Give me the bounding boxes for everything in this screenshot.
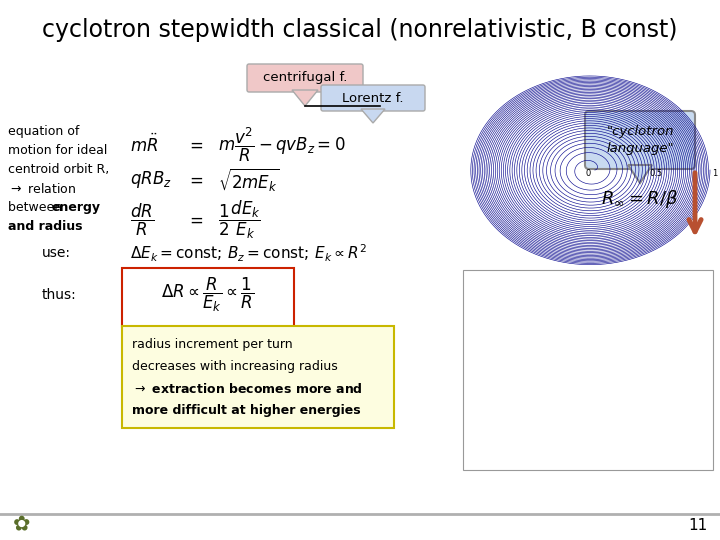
Text: thus:: thus:	[42, 288, 77, 302]
Text: "cyclotron
language": "cyclotron language"	[606, 125, 674, 155]
Text: $\rightarrow$ relation: $\rightarrow$ relation	[8, 182, 76, 196]
Text: equation of: equation of	[8, 125, 79, 138]
Polygon shape	[361, 109, 385, 123]
Text: decreases with increasing radius: decreases with increasing radius	[132, 360, 338, 373]
FancyBboxPatch shape	[585, 111, 695, 169]
Text: $qRB_z$: $qRB_z$	[130, 170, 172, 191]
Text: cyclotron stepwidth classical (nonrelativistic, B const): cyclotron stepwidth classical (nonrelati…	[42, 18, 678, 42]
Text: $\dfrac{dR}{R}$: $\dfrac{dR}{R}$	[130, 202, 154, 238]
Text: and radius: and radius	[8, 220, 83, 233]
FancyBboxPatch shape	[321, 85, 425, 111]
Text: $\dfrac{1}{2}\dfrac{dE_k}{E_k}$: $\dfrac{1}{2}\dfrac{dE_k}{E_k}$	[218, 199, 261, 241]
FancyBboxPatch shape	[122, 268, 294, 327]
Text: $=$: $=$	[186, 171, 204, 189]
Text: motion for ideal: motion for ideal	[8, 144, 107, 157]
Polygon shape	[292, 90, 318, 106]
Text: 0.5: 0.5	[649, 170, 662, 179]
Text: 1: 1	[712, 170, 718, 179]
Text: $\Delta E_k = \mathrm{const};\, B_z = \mathrm{const};\, E_k \propto R^2$: $\Delta E_k = \mathrm{const};\, B_z = \m…	[130, 242, 367, 264]
Text: $\Delta R \propto \dfrac{R}{E_k} \propto \dfrac{1}{R}$: $\Delta R \propto \dfrac{R}{E_k} \propto…	[161, 276, 254, 314]
Text: $\sqrt{2mE_k}$: $\sqrt{2mE_k}$	[218, 166, 280, 193]
Text: centroid orbit R,: centroid orbit R,	[8, 163, 109, 176]
FancyBboxPatch shape	[247, 64, 363, 92]
FancyBboxPatch shape	[122, 326, 394, 428]
Text: between: between	[8, 201, 66, 214]
Text: 11: 11	[689, 518, 708, 534]
Text: Lorentz f.: Lorentz f.	[342, 91, 404, 105]
Text: $R_{\infty} = R/\beta$: $R_{\infty} = R/\beta$	[601, 188, 678, 210]
Text: $m\dfrac{v^2}{R}-qvB_z=0$: $m\dfrac{v^2}{R}-qvB_z=0$	[218, 126, 346, 164]
Text: ✿: ✿	[13, 514, 31, 534]
Polygon shape	[628, 165, 652, 183]
Text: 0: 0	[585, 170, 590, 179]
Text: more difficult at higher energies: more difficult at higher energies	[132, 404, 361, 417]
Text: centrifugal f.: centrifugal f.	[263, 71, 347, 84]
FancyBboxPatch shape	[463, 270, 713, 470]
Text: $\rightarrow$ extraction becomes more and: $\rightarrow$ extraction becomes more an…	[132, 382, 363, 396]
Text: radius increment per turn: radius increment per turn	[132, 338, 292, 351]
Text: $m\ddot{R}$: $m\ddot{R}$	[130, 134, 158, 156]
Text: $=$: $=$	[186, 136, 204, 154]
Text: $=$: $=$	[186, 211, 204, 229]
Text: energy: energy	[51, 201, 100, 214]
Text: use:: use:	[42, 246, 71, 260]
